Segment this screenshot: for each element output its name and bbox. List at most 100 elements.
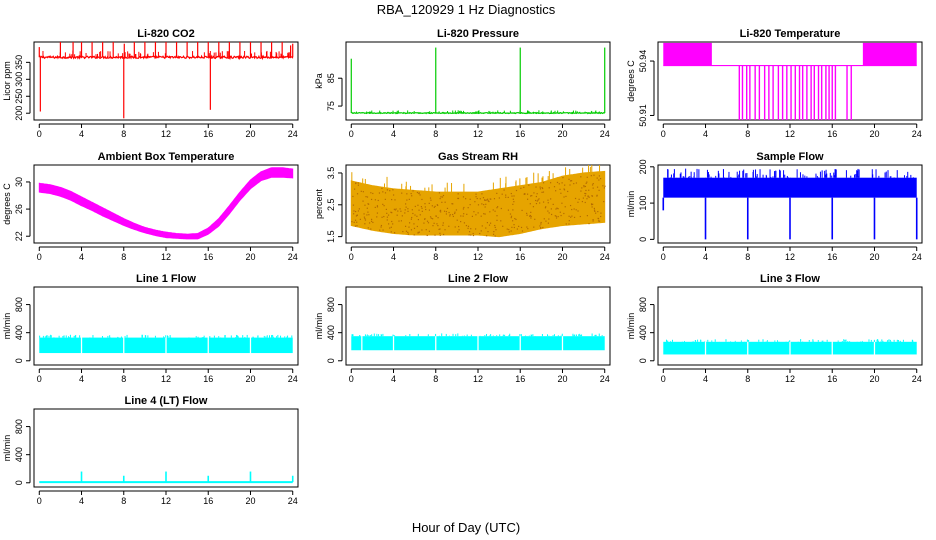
rh-speckle	[424, 203, 426, 205]
rh-speckle	[573, 208, 575, 210]
rh-speckle	[597, 220, 600, 222]
rh-speckle	[543, 218, 545, 220]
rh-speckle	[432, 225, 434, 227]
rh-speckle	[394, 209, 396, 211]
rh-speckle	[423, 222, 425, 224]
temp-band-2	[862, 42, 917, 66]
rh-speckle	[579, 215, 581, 218]
rh-speckle	[489, 211, 491, 213]
rh-speckle	[394, 199, 396, 201]
rh-speckle	[462, 208, 465, 210]
rh-speckle	[468, 234, 470, 236]
rh-speckle	[513, 195, 515, 197]
rh-speckle	[407, 208, 409, 210]
x-tick-label: 20	[245, 129, 255, 139]
panel-title: Li-820 CO2	[137, 28, 194, 40]
rh-speckle	[384, 198, 386, 200]
rh-speckle	[353, 221, 355, 223]
rh-speckle	[484, 199, 486, 201]
rh-speckle	[486, 222, 489, 224]
y-tick-label: 85	[326, 73, 336, 83]
rh-speckle	[440, 196, 442, 198]
rh-speckle	[469, 198, 471, 200]
y-axis-label: ml/min	[314, 313, 324, 340]
rh-speckle	[518, 225, 520, 227]
rh-speckle	[586, 198, 588, 200]
rh-speckle	[596, 186, 599, 188]
rh-speckle	[354, 188, 356, 190]
rh-speckle	[371, 218, 373, 220]
rh-speckle	[505, 196, 507, 198]
flow-segment-5	[478, 336, 520, 351]
rh-speckle	[389, 227, 391, 229]
rh-speckle	[439, 234, 441, 236]
y-tick-label: 0	[14, 358, 24, 363]
rh-speckle	[563, 188, 565, 190]
rh-speckle	[435, 215, 437, 217]
rh-speckle	[577, 210, 579, 212]
rh-speckle	[545, 220, 547, 222]
y-tick-label: 75	[326, 101, 336, 111]
rh-speckle	[492, 209, 494, 211]
rh-speckle	[513, 226, 515, 229]
rh-speckle	[404, 212, 406, 214]
rh-speckle	[430, 217, 432, 219]
rh-speckle	[353, 213, 355, 215]
rh-speckle	[527, 228, 529, 230]
rh-speckle	[386, 219, 388, 221]
rh-speckle	[603, 187, 605, 189]
rh-speckle	[507, 196, 509, 199]
rh-speckle	[598, 189, 600, 191]
rh-speckle	[539, 202, 541, 204]
rh-speckle	[454, 212, 456, 215]
rh-speckle	[406, 199, 408, 201]
rh-speckle	[421, 198, 423, 201]
rh-speckle	[556, 181, 559, 184]
rh-speckle	[426, 220, 429, 222]
rh-speckle	[413, 223, 415, 225]
panel-title: Li-820 Pressure	[437, 28, 519, 40]
rh-speckle	[412, 190, 414, 192]
rh-speckle	[532, 206, 535, 208]
x-tick-label: 16	[203, 129, 213, 139]
x-tick-label: 8	[121, 374, 126, 384]
plot-frame	[33, 286, 299, 366]
rh-speckle	[487, 200, 489, 202]
rh-speckle	[481, 203, 483, 205]
rh-speckle	[512, 198, 514, 200]
rh-speckle	[483, 213, 485, 215]
rh-speckle	[560, 192, 562, 194]
x-tick-label: 4	[79, 129, 84, 139]
y-tick-label: 100	[638, 196, 648, 211]
rh-speckle	[408, 198, 410, 200]
x-tick-label: 16	[827, 129, 837, 139]
rh-speckle	[470, 228, 472, 230]
rh-speckle	[547, 199, 549, 201]
rh-speckle	[542, 182, 545, 184]
x-tick-label: 0	[37, 252, 42, 262]
y-tick-label: 3.5	[326, 167, 336, 180]
data-layer	[663, 42, 917, 120]
rh-speckle	[378, 192, 381, 194]
rh-speckle	[387, 214, 390, 216]
rh-speckle	[411, 216, 413, 219]
rh-speckle	[494, 210, 496, 212]
rh-speckle	[352, 204, 355, 206]
rh-speckle	[467, 207, 469, 209]
rh-speckle	[592, 203, 594, 205]
rh-speckle	[457, 197, 460, 200]
rh-speckle	[511, 195, 513, 197]
x-tick-label: 0	[37, 129, 42, 139]
rh-speckle	[419, 214, 421, 216]
rh-speckle	[505, 194, 507, 196]
flow-segment-6	[251, 337, 293, 354]
data-layer	[39, 471, 294, 484]
rh-speckle	[600, 215, 602, 218]
rh-speckle	[364, 219, 367, 221]
plot-frame	[33, 164, 299, 244]
rh-speckle	[401, 192, 403, 194]
rh-speckle	[535, 202, 538, 205]
rh-speckle	[472, 234, 475, 237]
